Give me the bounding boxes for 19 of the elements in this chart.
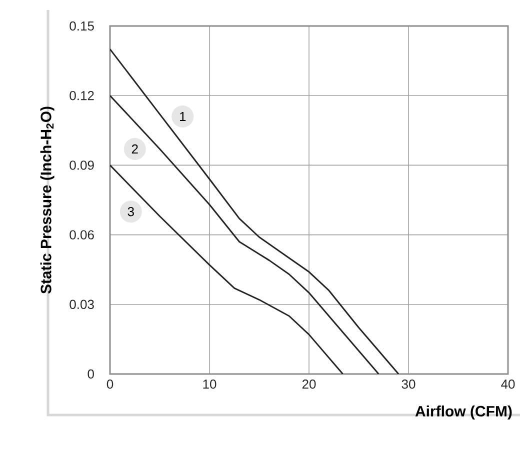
x-tick-label: 10 (203, 380, 216, 389)
x-tick-label: 30 (402, 380, 416, 389)
y-tick-label: 0.12 (70, 90, 94, 100)
x-axis-title: Airflow (CFM) (415, 406, 512, 420)
y-axis-title: Static Pressure (Inch-H$_{2}$O) (40, 106, 54, 294)
x-tick-label: 0 (106, 380, 114, 389)
annotation: 1 (180, 112, 186, 121)
y-tick-label: 0.09 (70, 160, 94, 170)
x-tick-label: 20 (302, 380, 316, 389)
y-tick-label: 0.03 (70, 300, 94, 309)
y-tick-label: 0.06 (70, 230, 94, 240)
annotation: 2 (132, 144, 138, 154)
x-tick-label: 40 (501, 380, 515, 389)
y-tick-label: 0 (88, 369, 94, 379)
annotation: 3 (128, 206, 134, 216)
line-series (110, 48, 400, 374)
line-series (110, 94, 380, 374)
y-tick-label: 0.15 (70, 21, 94, 31)
line-series (110, 164, 344, 374)
